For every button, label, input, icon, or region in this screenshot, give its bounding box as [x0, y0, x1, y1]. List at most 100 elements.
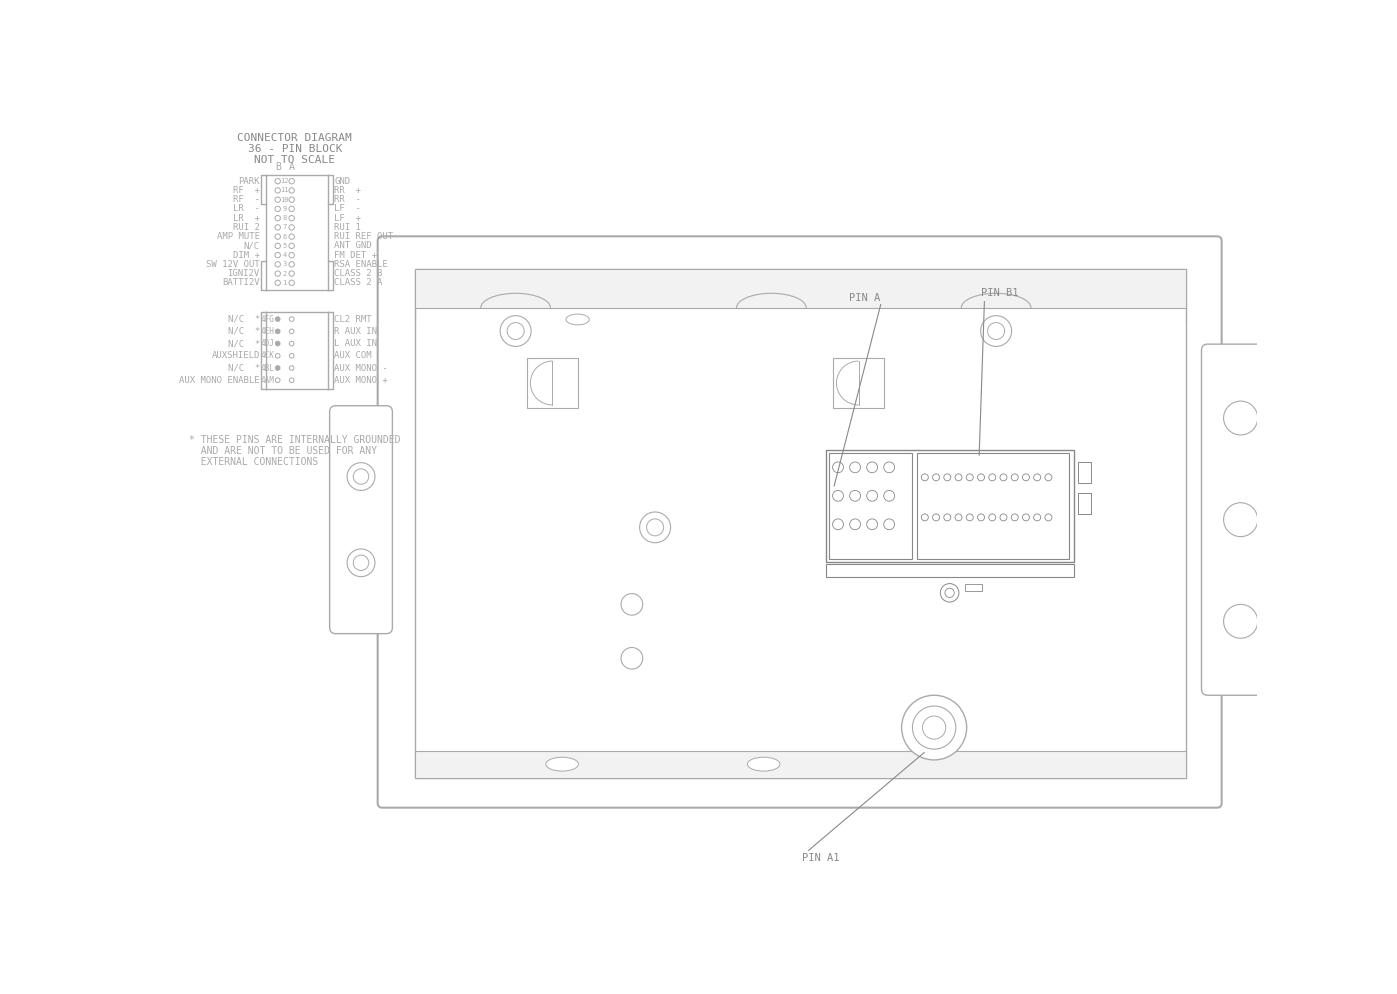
- Circle shape: [275, 280, 281, 285]
- Bar: [1077, 462, 1091, 483]
- Text: 36 - PIN BLOCK: 36 - PIN BLOCK: [247, 144, 342, 154]
- FancyBboxPatch shape: [377, 237, 1221, 808]
- Circle shape: [967, 514, 974, 521]
- FancyBboxPatch shape: [330, 406, 393, 633]
- Circle shape: [978, 514, 985, 521]
- Bar: [415, 269, 1186, 777]
- Text: 11: 11: [281, 188, 289, 194]
- Circle shape: [289, 225, 295, 230]
- Circle shape: [849, 490, 861, 501]
- Circle shape: [507, 323, 524, 340]
- Circle shape: [275, 317, 279, 321]
- Circle shape: [275, 197, 281, 203]
- Circle shape: [1224, 402, 1257, 435]
- Text: 10: 10: [281, 197, 289, 203]
- Circle shape: [640, 512, 671, 543]
- Text: AMP MUTE: AMP MUTE: [217, 233, 260, 242]
- Circle shape: [933, 514, 940, 521]
- Text: 2: 2: [282, 270, 286, 276]
- Text: N/C  *: N/C *: [228, 339, 260, 348]
- Circle shape: [289, 329, 293, 334]
- Circle shape: [884, 519, 894, 530]
- Text: AUX MONO ENABLE: AUX MONO ENABLE: [179, 376, 260, 385]
- Text: SW 12V OUT: SW 12V OUT: [207, 259, 260, 268]
- Text: N/C  *: N/C *: [228, 364, 260, 373]
- Text: LF  +: LF +: [334, 214, 362, 223]
- Bar: [826, 564, 1074, 578]
- Circle shape: [933, 474, 940, 481]
- Circle shape: [956, 514, 963, 521]
- Bar: [834, 358, 884, 408]
- Text: CLASS 2 A: CLASS 2 A: [334, 278, 383, 287]
- Circle shape: [275, 188, 281, 193]
- Circle shape: [981, 316, 1011, 347]
- Circle shape: [833, 462, 844, 473]
- Circle shape: [922, 716, 946, 740]
- Circle shape: [989, 514, 996, 521]
- Circle shape: [289, 366, 293, 371]
- Circle shape: [922, 474, 929, 481]
- Circle shape: [978, 474, 985, 481]
- Circle shape: [289, 317, 293, 321]
- Circle shape: [289, 234, 295, 240]
- Circle shape: [884, 490, 894, 501]
- Circle shape: [275, 206, 281, 212]
- Circle shape: [1011, 514, 1018, 521]
- Circle shape: [275, 329, 279, 334]
- Ellipse shape: [546, 757, 578, 771]
- Text: RR  +: RR +: [334, 186, 362, 195]
- Text: R AUX IN: R AUX IN: [334, 327, 377, 336]
- Text: 4BL: 4BL: [261, 364, 275, 373]
- Circle shape: [647, 519, 664, 536]
- Text: A: A: [289, 162, 295, 172]
- Circle shape: [912, 706, 956, 749]
- Circle shape: [275, 378, 279, 383]
- Bar: [965, 583, 982, 591]
- Bar: [916, 453, 1069, 559]
- Circle shape: [275, 252, 281, 257]
- Circle shape: [289, 244, 295, 248]
- Text: LR  +: LR +: [233, 214, 260, 223]
- Text: PIN A: PIN A: [849, 293, 880, 303]
- Bar: [828, 453, 912, 559]
- Circle shape: [289, 188, 295, 193]
- Text: PIN A1: PIN A1: [802, 854, 840, 864]
- Text: 6: 6: [282, 234, 286, 240]
- Circle shape: [289, 354, 293, 358]
- FancyBboxPatch shape: [1201, 344, 1273, 695]
- Circle shape: [1000, 474, 1007, 481]
- Circle shape: [922, 514, 929, 521]
- Bar: [826, 450, 1074, 562]
- Ellipse shape: [747, 757, 780, 771]
- Circle shape: [901, 695, 967, 760]
- Text: GND: GND: [334, 177, 351, 186]
- Text: 3: 3: [282, 261, 286, 267]
- Text: 12: 12: [281, 178, 289, 184]
- Text: PIN B1: PIN B1: [981, 287, 1018, 297]
- Text: N/C  *: N/C *: [228, 315, 260, 324]
- Circle shape: [353, 555, 369, 571]
- Text: RUI REF OUT: RUI REF OUT: [334, 233, 394, 242]
- Circle shape: [833, 490, 844, 501]
- Text: AUX COM: AUX COM: [334, 351, 372, 360]
- Circle shape: [1045, 514, 1052, 521]
- Circle shape: [940, 583, 958, 602]
- Circle shape: [989, 474, 996, 481]
- Text: 5: 5: [282, 243, 286, 248]
- Text: EXTERNAL CONNECTIONS: EXTERNAL CONNECTIONS: [189, 456, 319, 466]
- Circle shape: [1023, 474, 1030, 481]
- Text: 8: 8: [282, 215, 286, 221]
- Text: BATTI2V: BATTI2V: [222, 278, 260, 287]
- Text: 4CK: 4CK: [261, 351, 275, 360]
- Circle shape: [866, 462, 877, 473]
- Circle shape: [275, 225, 281, 230]
- Circle shape: [967, 474, 974, 481]
- Text: 4: 4: [282, 252, 286, 258]
- Text: IGNI2V: IGNI2V: [228, 269, 260, 278]
- Text: 4FG: 4FG: [261, 315, 275, 324]
- Circle shape: [1224, 604, 1257, 638]
- Circle shape: [500, 316, 531, 347]
- Ellipse shape: [566, 314, 590, 325]
- Text: RUI 2: RUI 2: [233, 223, 260, 232]
- Circle shape: [944, 588, 954, 597]
